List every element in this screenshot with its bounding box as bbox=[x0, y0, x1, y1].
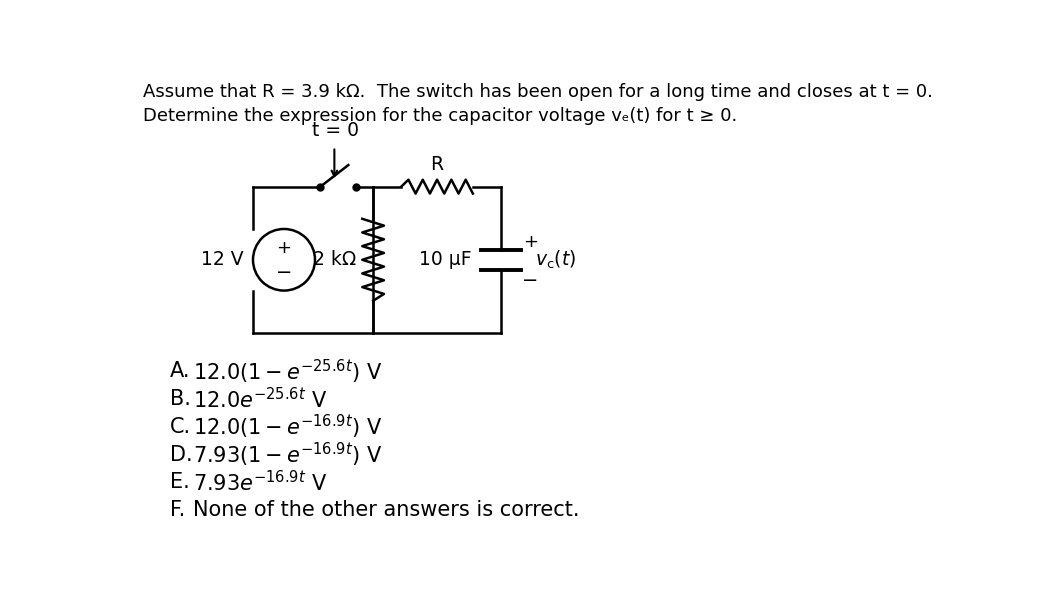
Text: 2 kΩ: 2 kΩ bbox=[313, 250, 356, 269]
Text: Determine the expression for the capacitor voltage vₑ(t) for t ≥ 0.: Determine the expression for the capacit… bbox=[142, 107, 738, 125]
Text: 10 μF: 10 μF bbox=[419, 250, 472, 269]
Text: None of the other answers is correct.: None of the other answers is correct. bbox=[193, 500, 579, 520]
Text: B.: B. bbox=[170, 389, 191, 409]
Text: $7.93(1 - e^{-16.9t})$ V: $7.93(1 - e^{-16.9t})$ V bbox=[193, 441, 383, 469]
Text: F.: F. bbox=[170, 500, 185, 520]
Text: +: + bbox=[276, 239, 291, 257]
Text: D.: D. bbox=[170, 444, 192, 465]
Text: $12.0(1 - e^{-16.9t})$ V: $12.0(1 - e^{-16.9t})$ V bbox=[193, 412, 383, 441]
Text: Assume that R = 3.9 kΩ.  The switch has been open for a long time and closes at : Assume that R = 3.9 kΩ. The switch has b… bbox=[142, 83, 933, 101]
Text: 12 V: 12 V bbox=[201, 250, 243, 269]
Text: t = 0: t = 0 bbox=[313, 121, 359, 140]
Text: R: R bbox=[431, 155, 443, 174]
Text: +: + bbox=[523, 233, 538, 251]
Text: −: − bbox=[522, 271, 539, 290]
Text: C.: C. bbox=[170, 417, 191, 437]
Text: $7.93e^{-16.9t}$ V: $7.93e^{-16.9t}$ V bbox=[193, 470, 327, 495]
Text: $v_{\mathrm{c}}(t)$: $v_{\mathrm{c}}(t)$ bbox=[535, 248, 576, 271]
Text: $12.0(1 - e^{-25.6t})$ V: $12.0(1 - e^{-25.6t})$ V bbox=[193, 357, 383, 386]
Text: A.: A. bbox=[170, 362, 190, 381]
Text: −: − bbox=[275, 263, 292, 282]
Text: E.: E. bbox=[170, 472, 190, 492]
Text: $12.0e^{-25.6t}$ V: $12.0e^{-25.6t}$ V bbox=[193, 387, 327, 412]
